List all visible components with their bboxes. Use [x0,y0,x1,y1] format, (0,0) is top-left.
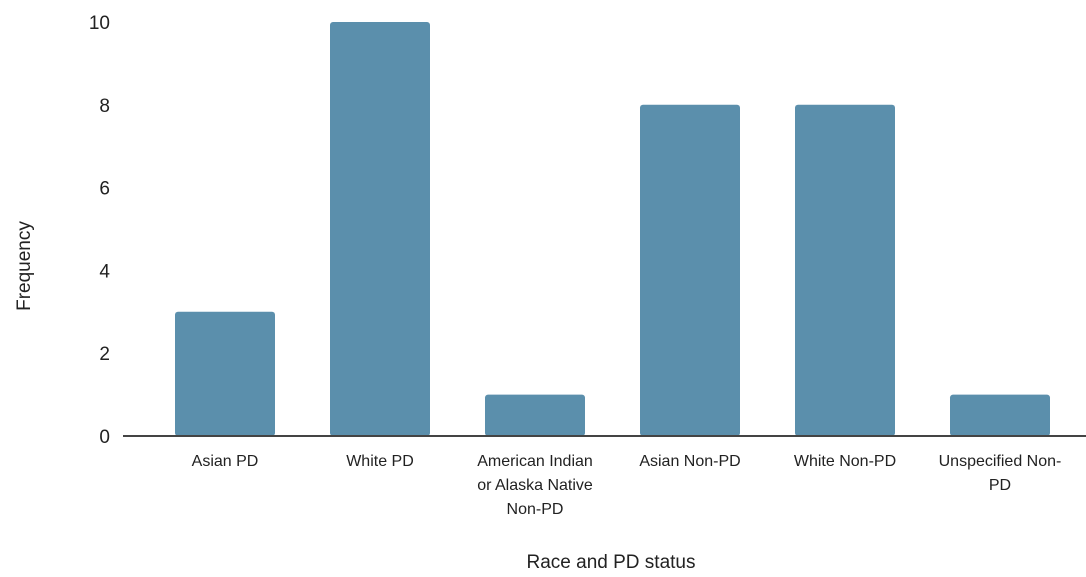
x-category-label: White Non-PD [794,453,896,470]
x-category-label: Asian Non-PD [639,453,740,470]
bar [485,394,585,436]
y-tick-label: 0 [99,427,110,448]
y-tick-label: 8 [99,96,110,117]
y-tick-label: 10 [89,13,110,34]
x-axis-category-labels: Asian PD White PD American Indian or Alaska… [192,453,1062,518]
y-axis-ticks: 0 2 4 6 8 10 [89,13,111,448]
bar [795,104,895,437]
bar [330,22,430,436]
bars [175,22,1050,437]
x-category-label: American Indian or Alaska Native Non-PD [477,453,593,518]
x-axis-title: Race and PD status [527,552,696,573]
y-tick-label: 2 [99,344,110,365]
bar [640,104,740,437]
y-tick-label: 4 [99,261,110,282]
x-category-label: Unspecified Non-PD [939,453,1062,494]
y-tick-label: 6 [99,179,110,200]
y-axis-title: Frequency [14,221,35,311]
bar [950,394,1050,436]
bar [175,311,275,436]
x-category-label: White PD [346,453,414,470]
x-category-label: Asian PD [192,453,259,470]
